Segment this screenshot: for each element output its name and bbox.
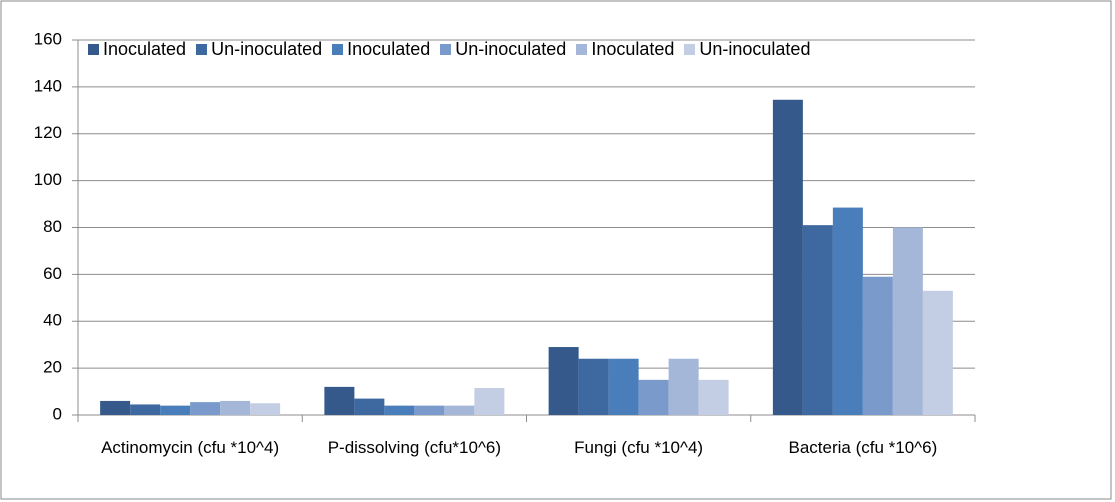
legend-swatch: [684, 44, 696, 55]
legend: Inoculated Un-inoculated Inoculated Un-inoc…: [88, 39, 810, 60]
legend-item: Inoculated: [332, 39, 430, 60]
bar: [354, 398, 385, 415]
legend-item: Un-inoculated: [440, 39, 566, 60]
legend-swatch: [332, 44, 344, 55]
bar: [668, 358, 699, 415]
bar: [190, 402, 221, 415]
y-tick-label: 80: [43, 217, 62, 236]
bar: [160, 405, 191, 415]
y-tick-label: 120: [34, 123, 62, 142]
legend-swatch: [440, 44, 452, 55]
y-tick-label: 40: [43, 311, 62, 330]
bar: [578, 358, 609, 415]
legend-item: Inoculated: [576, 39, 674, 60]
legend-label: Inoculated: [347, 39, 431, 59]
bar: [802, 225, 833, 415]
x-tick-label: P-dissolving (cfu*10^6): [327, 438, 502, 457]
legend-item: Un-inoculated: [684, 39, 810, 60]
legend-swatch: [196, 44, 208, 55]
legend-item: Un-inoculated: [196, 39, 322, 60]
y-tick-label: 0: [53, 404, 62, 423]
legend-label: Inoculated: [591, 39, 675, 59]
legend-label: Inoculated: [103, 39, 187, 59]
legend-label: Un-inoculated: [699, 39, 811, 59]
bar: [548, 347, 579, 415]
bar: [220, 400, 251, 415]
y-tick-label: 160: [34, 29, 62, 48]
legend-swatch: [576, 44, 588, 55]
x-tick-label: Bacteria (cfu *10^6): [788, 438, 938, 457]
bar: [474, 388, 505, 415]
x-tick-label: Actinomycin (cfu *10^4): [101, 438, 280, 457]
bar: [608, 358, 639, 415]
bar: [250, 403, 281, 415]
x-tick-label: Fungi (cfu *10^4): [574, 438, 704, 457]
y-tick-label: 100: [34, 170, 62, 189]
bar: [100, 400, 131, 415]
bar: [414, 405, 445, 415]
bar: [384, 405, 415, 415]
bar: [698, 379, 729, 415]
y-tick-label: 60: [43, 264, 62, 283]
bar: [130, 404, 161, 415]
y-tick-label: 140: [34, 76, 62, 95]
legend-swatch: [88, 44, 99, 55]
legend-item: Inoculated: [88, 39, 186, 60]
bar: [772, 99, 803, 415]
legend-label: Un-inoculated: [455, 39, 567, 59]
bar: [862, 276, 893, 415]
bar: [892, 227, 923, 415]
bar: [638, 379, 669, 415]
bar: [832, 207, 863, 415]
legend-label: Un-inoculated: [211, 39, 323, 59]
bar: [444, 405, 475, 415]
bar: [324, 386, 355, 415]
bar: [922, 290, 953, 415]
y-tick-label: 20: [43, 358, 62, 377]
